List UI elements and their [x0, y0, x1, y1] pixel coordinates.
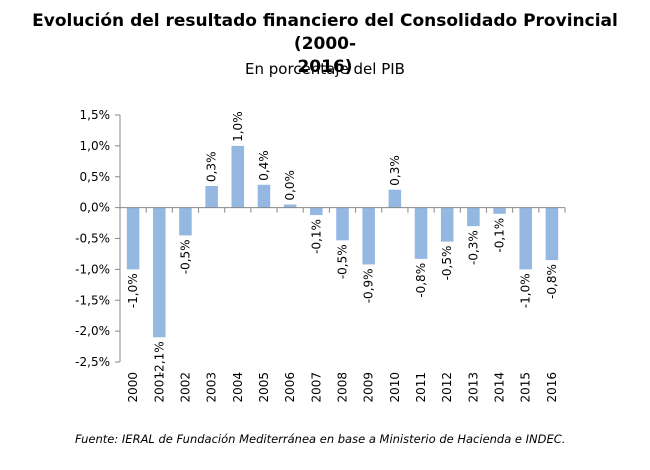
y-tick-label: -1,0%: [75, 262, 110, 276]
x-category-label: 2008: [336, 372, 350, 403]
data-label: 0,3%: [388, 155, 402, 186]
x-category-label: 2000: [126, 372, 140, 403]
bar: [283, 204, 297, 208]
x-category-label: 2010: [388, 372, 402, 403]
bar: [126, 207, 140, 270]
x-category-label: 2015: [519, 372, 533, 403]
x-category-label: 2011: [414, 372, 428, 403]
bar: [152, 207, 166, 338]
chart-title: Evolución del resultado financiero del C…: [0, 10, 650, 79]
x-category-label: 2006: [283, 372, 297, 403]
bar: [205, 186, 218, 208]
bar: [440, 207, 454, 242]
x-category-label: 2014: [493, 372, 507, 403]
y-tick-label: -1,5%: [75, 293, 110, 307]
bar: [414, 207, 428, 259]
bar: [179, 207, 192, 236]
bar: [493, 207, 506, 214]
chart-subtitle: En porcentaje del PIB: [245, 60, 405, 78]
bar: [231, 145, 245, 208]
x-category-label: 2013: [466, 372, 480, 403]
data-label: -0,8%: [545, 264, 559, 299]
data-label: -0,1%: [493, 218, 507, 253]
data-label: -0,9%: [362, 268, 376, 303]
y-tick-label: 0,0%: [80, 201, 111, 215]
data-label: -1,0%: [519, 273, 533, 308]
data-label: -0,5%: [336, 244, 350, 279]
data-label: -0,8%: [414, 263, 428, 298]
chart-title-line-1: Evolución del resultado financiero del C…: [32, 11, 618, 54]
x-category-label: 2012: [440, 372, 454, 403]
data-label: -0,1%: [309, 219, 323, 254]
y-tick-label: -2,5%: [75, 355, 110, 369]
x-category-label: 2005: [257, 372, 271, 403]
x-category-label: 2001: [152, 372, 166, 403]
y-tick-label: -0,5%: [75, 232, 110, 246]
y-tick-label: 1,0%: [80, 139, 111, 153]
bar: [257, 184, 271, 208]
data-label: -0,5%: [440, 246, 454, 281]
x-category-label: 2007: [309, 372, 323, 403]
bar: [388, 189, 402, 208]
x-category-label: 2004: [231, 372, 245, 403]
bar: [310, 207, 323, 216]
data-label: 1,0%: [231, 111, 245, 142]
y-tick-label: 0,5%: [80, 170, 111, 184]
bar: [519, 207, 533, 270]
bar: [362, 207, 375, 265]
data-label: 0,0%: [283, 170, 297, 201]
y-tick-label: -2,0%: [75, 324, 110, 338]
x-category-label: 2016: [545, 372, 559, 403]
data-label: -0,3%: [466, 230, 480, 265]
bar: [467, 207, 480, 227]
source-note: Fuente: IERAL de Fundación Mediterránea …: [75, 432, 566, 446]
bar: [336, 207, 349, 241]
bar: [545, 207, 559, 261]
data-label: -0,5%: [178, 239, 192, 274]
x-category-label: 2003: [205, 372, 219, 403]
data-label: -2,1%: [152, 341, 166, 376]
x-category-label: 2002: [178, 372, 192, 403]
x-category-label: 2009: [362, 372, 376, 403]
y-tick-label: 1,5%: [80, 108, 111, 122]
data-label: 0,4%: [257, 150, 271, 181]
data-label: -1,0%: [126, 273, 140, 308]
data-label: 0,3%: [205, 152, 219, 183]
chart-title-line-2: 2016): [297, 57, 353, 77]
